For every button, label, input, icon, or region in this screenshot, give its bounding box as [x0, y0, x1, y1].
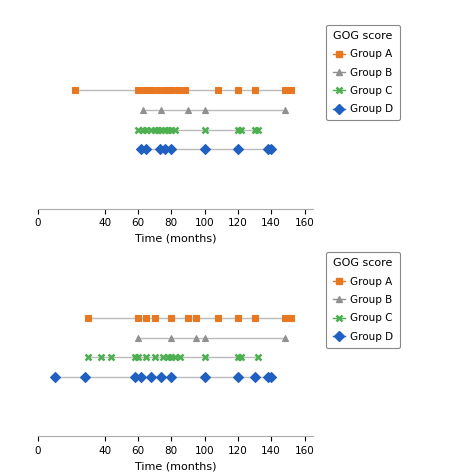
- X-axis label: Time (months): Time (months): [135, 234, 216, 244]
- Legend: Group A, Group B, Group C, Group D: Group A, Group B, Group C, Group D: [326, 252, 400, 348]
- Legend: Group A, Group B, Group C, Group D: Group A, Group B, Group C, Group D: [326, 25, 400, 120]
- X-axis label: Time (months): Time (months): [135, 461, 216, 471]
